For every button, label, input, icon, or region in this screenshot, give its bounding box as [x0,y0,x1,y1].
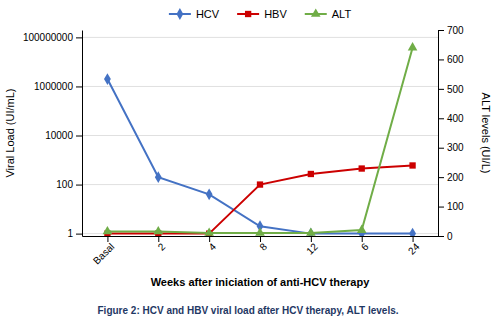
y2-axis: 0 100 200 300 400 500 600 700 [438,25,464,242]
tick-mark [76,37,82,38]
grid [82,37,438,233]
tick-label: 2 [156,241,168,253]
tick-mark [438,148,444,149]
tick: 0 [438,231,453,242]
tick: 2 [156,236,168,253]
legend-item: HCV [169,8,220,20]
axis-line [82,31,83,237]
tick: 1 [67,228,82,239]
tick: 6 [359,236,371,253]
legend-marker [245,11,251,17]
tick: 400 [438,113,464,124]
point [257,181,263,187]
legend: HCV HBV ALT [169,8,351,20]
point [408,42,418,50]
point [104,73,111,85]
grid-line [82,37,438,38]
point [359,165,365,171]
tick: 700 [438,25,464,36]
tick-mark [438,207,444,208]
tick-mark [76,136,82,137]
tick-label: 1 [67,228,73,239]
tick-label: 700 [447,25,464,36]
series-line [107,165,412,233]
tick-label: 6 [359,241,371,253]
tick-label: 100 [56,179,73,190]
tick-label: 0 [447,231,453,242]
tick: 300 [438,142,464,153]
point [153,226,163,234]
legend-marker [311,8,321,16]
series-line [107,48,412,233]
y-axis-title: Viral Load (UI/mL) [4,88,16,177]
tick: 12 [304,236,320,257]
point [308,171,314,177]
tick-mark [76,86,82,87]
legend-marker [176,8,183,20]
tick-label: 500 [447,84,464,95]
tick: 8 [257,236,269,253]
legend-label: HBV [264,8,287,20]
point [206,188,213,200]
tick-label: 24 [406,241,422,257]
point [204,228,214,236]
tick-mark [76,234,82,235]
tick-mark [438,177,444,178]
tick-mark [438,30,444,31]
point [357,225,367,233]
tick-mark [76,185,82,186]
point [306,228,316,236]
tick: 500 [438,84,464,95]
tick-label: 8 [257,241,269,253]
point [155,171,162,183]
point [409,228,416,236]
tick: 100 [56,179,82,190]
legend-item: HBV [237,8,287,20]
legend-label: HCV [196,8,220,20]
tick-label: 12 [304,241,320,257]
tick-label: 4 [206,241,218,253]
tick: 10000 [45,130,82,141]
axis-line [438,31,439,237]
point [255,228,265,236]
tick-label: 400 [447,113,464,124]
x-axis-title: Weeks after iniciation of anti-HCV thera… [151,276,371,288]
tick-mark [438,89,444,90]
tick: 100000000 [23,32,82,43]
tick: 1000000 [34,81,82,92]
plot: Basal24812624110010000100000010000000001… [4,25,492,288]
grid-line [82,86,438,87]
marks [103,42,418,236]
tick-mark [438,236,444,237]
tick: Basal [91,236,116,266]
point [409,162,415,168]
caption: Figure 2: HCV and HBV viral load after H… [98,305,399,316]
tick-label: 600 [447,54,464,65]
chart-svg: Basal24812624110010000100000010000000001… [0,0,496,322]
tick-label: Basal [91,241,116,266]
legend-label: ALT [332,8,352,20]
tick-label: 200 [447,172,464,183]
tick: 24 [406,236,422,257]
y-axis: 1 100 10000 1000000 100000000 [23,31,83,240]
tick-mark [438,118,444,119]
tick: 200 [438,172,464,183]
tick-label: 1000000 [34,81,73,92]
x-axis: Basal24812624 [83,236,439,266]
legend-item: ALT [305,8,352,20]
y2-axis-title: ALT levels (UI/L) [480,93,492,174]
tick: 600 [438,54,464,65]
tick: 4 [206,236,218,253]
tick-label: 300 [447,142,464,153]
tick: 100 [438,201,464,212]
tick-label: 100000000 [23,32,73,43]
point [103,226,113,234]
tick-label: 10000 [45,130,73,141]
tick-mark [438,59,444,60]
tick-label: 100 [447,201,464,212]
